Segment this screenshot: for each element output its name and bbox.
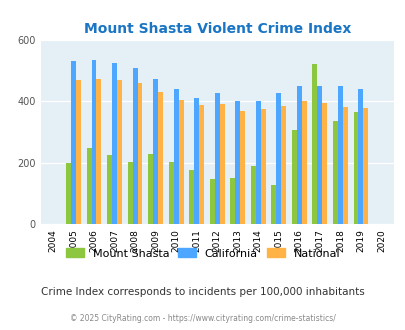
Bar xyxy=(281,107,286,224)
Bar xyxy=(178,100,183,224)
Bar xyxy=(71,61,76,224)
Bar xyxy=(153,79,158,224)
Bar xyxy=(362,108,367,224)
Bar xyxy=(322,103,326,224)
Bar xyxy=(276,93,281,224)
Bar xyxy=(332,121,337,224)
Bar xyxy=(148,154,153,224)
Text: Crime Index corresponds to incidents per 100,000 inhabitants: Crime Index corresponds to incidents per… xyxy=(41,287,364,297)
Bar xyxy=(117,80,121,224)
Bar xyxy=(353,112,358,224)
Bar xyxy=(132,68,137,224)
Text: © 2025 CityRating.com - https://www.cityrating.com/crime-statistics/: © 2025 CityRating.com - https://www.city… xyxy=(70,314,335,323)
Legend: Mount Shasta, California, National: Mount Shasta, California, National xyxy=(62,245,343,262)
Bar xyxy=(260,109,265,224)
Bar xyxy=(198,105,204,224)
Bar xyxy=(312,64,317,224)
Bar xyxy=(214,93,219,224)
Bar xyxy=(76,80,81,224)
Bar xyxy=(271,185,276,224)
Bar xyxy=(301,101,306,224)
Bar xyxy=(194,98,198,224)
Bar xyxy=(96,79,101,224)
Bar xyxy=(250,166,255,224)
Bar xyxy=(230,178,235,224)
Bar xyxy=(358,89,362,224)
Bar xyxy=(209,179,214,224)
Bar xyxy=(86,148,91,224)
Bar xyxy=(296,86,301,224)
Bar xyxy=(219,104,224,224)
Bar xyxy=(168,162,173,224)
Bar xyxy=(158,92,162,224)
Bar xyxy=(173,89,178,224)
Title: Mount Shasta Violent Crime Index: Mount Shasta Violent Crime Index xyxy=(83,22,350,36)
Bar xyxy=(91,60,96,224)
Bar xyxy=(107,155,112,224)
Bar xyxy=(240,111,245,224)
Bar xyxy=(189,171,194,224)
Bar xyxy=(255,101,260,224)
Bar xyxy=(235,101,240,224)
Bar xyxy=(127,162,132,224)
Bar xyxy=(291,130,296,224)
Bar xyxy=(112,63,117,224)
Bar xyxy=(66,163,71,224)
Bar xyxy=(317,86,322,224)
Bar xyxy=(337,86,342,224)
Bar xyxy=(137,83,142,224)
Bar xyxy=(342,107,347,224)
